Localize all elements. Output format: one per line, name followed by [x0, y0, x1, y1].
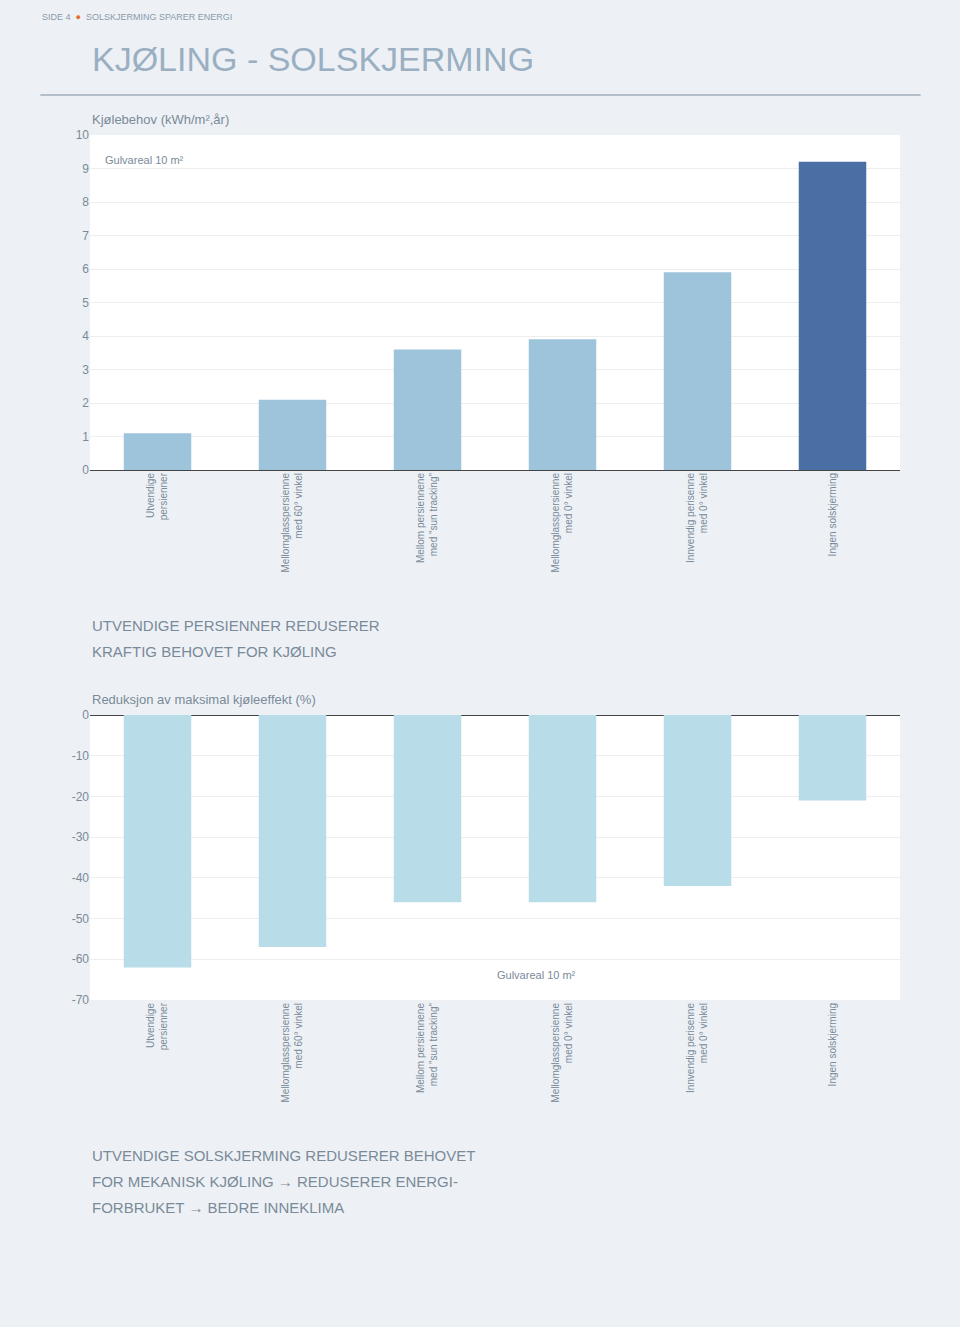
svg-text:6: 6: [82, 262, 89, 276]
svg-text:1: 1: [82, 430, 89, 444]
svg-text:Mellom persiennenemed "sun tra: Mellom persiennenemed "sun tracking": [415, 473, 439, 564]
svg-text:Ingen solskjerming: Ingen solskjerming: [827, 1003, 838, 1086]
svg-text:Mellomglasspersiennemed 60° vi: Mellomglasspersiennemed 60° vinkel: [280, 473, 304, 573]
svg-text:Gulvareal 10 m²: Gulvareal 10 m²: [105, 154, 184, 166]
svg-text:KRAFTIG BEHOVET FOR KJØLING: KRAFTIG BEHOVET FOR KJØLING: [92, 643, 337, 660]
svg-text:-70: -70: [72, 993, 90, 1007]
svg-text:2: 2: [82, 396, 89, 410]
svg-text:8: 8: [82, 195, 89, 209]
svg-text:9: 9: [82, 162, 89, 176]
svg-text:Mellom persiennenemed "sun tra: Mellom persiennenemed "sun tracking": [415, 1003, 439, 1094]
svg-text:-40: -40: [72, 871, 90, 885]
svg-text:Mellomglasspersiennemed 60° vi: Mellomglasspersiennemed 60° vinkel: [280, 1003, 304, 1103]
svg-text:Reduksjon av maksimal kjøleeff: Reduksjon av maksimal kjøleeffekt (%): [92, 692, 316, 707]
svg-text:FORBRUKET → BEDRE INNEKLIMA: FORBRUKET → BEDRE INNEKLIMA: [92, 1199, 344, 1216]
svg-text:Utvendigepersienner: Utvendigepersienner: [145, 472, 169, 520]
svg-text:Mellomglasspersiennemed 0° vin: Mellomglasspersiennemed 0° vinkel: [550, 1003, 574, 1103]
svg-text:5: 5: [82, 296, 89, 310]
svg-text:Kjølebehov (kWh/m²,år): Kjølebehov (kWh/m²,år): [92, 112, 229, 127]
svg-text:0: 0: [82, 463, 89, 477]
svg-text:4: 4: [82, 329, 89, 343]
svg-text:10: 10: [76, 128, 90, 142]
svg-text:-10: -10: [72, 749, 90, 763]
svg-text:Mellomglasspersiennemed 0° vin: Mellomglasspersiennemed 0° vinkel: [550, 473, 574, 573]
svg-text:3: 3: [82, 363, 89, 377]
svg-text:-60: -60: [72, 952, 90, 966]
svg-text:7: 7: [82, 229, 89, 243]
svg-text:UTVENDIGE SOLSKJERMING REDUSER: UTVENDIGE SOLSKJERMING REDUSERER BEHOVET: [92, 1147, 475, 1164]
svg-text:FOR MEKANISK KJØLING → REDUSER: FOR MEKANISK KJØLING → REDUSERER ENERGI-: [92, 1173, 458, 1190]
svg-text:SIDE 4 ● SOLSKJERMING SPARER: SIDE 4 ● SOLSKJERMING SPARER ENERGI: [42, 12, 232, 22]
svg-text:0: 0: [82, 708, 89, 722]
svg-text:Innvendig perisennemed 0° vink: Innvendig perisennemed 0° vinkel: [685, 473, 709, 564]
svg-text:KJØLING - SOLSKJERMING: KJØLING - SOLSKJERMING: [92, 40, 534, 78]
svg-text:Gulvareal 10 m²: Gulvareal 10 m²: [497, 969, 576, 981]
svg-text:Ingen solskjerming: Ingen solskjerming: [827, 473, 838, 556]
svg-text:-20: -20: [72, 790, 90, 804]
svg-text:-50: -50: [72, 912, 90, 926]
svg-text:Utvendigepersienner: Utvendigepersienner: [145, 1002, 169, 1050]
svg-text:Innvendig perisennemed 0° vink: Innvendig perisennemed 0° vinkel: [685, 1003, 709, 1094]
svg-text:-30: -30: [72, 830, 90, 844]
svg-text:UTVENDIGE PERSIENNER REDUSERER: UTVENDIGE PERSIENNER REDUSERER: [92, 617, 380, 634]
